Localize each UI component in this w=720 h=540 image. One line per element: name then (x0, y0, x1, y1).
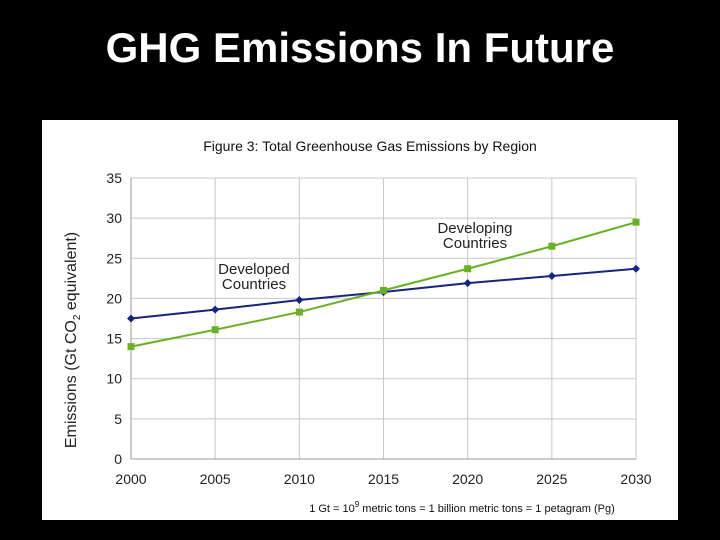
data-point-developing-countries-2030 (632, 218, 640, 226)
data-point-developed-countries-2000 (127, 314, 135, 323)
x-tick-label-2010: 2010 (284, 471, 315, 487)
y-axis-label: Emissions (Gt CO2 equivalent) (63, 232, 83, 448)
data-point-developing-countries-2015 (380, 286, 387, 294)
y-tick-label-5: 5 (114, 411, 122, 427)
x-tick-label-2020: 2020 (452, 471, 483, 487)
slide-title: GHG Emissions In Future (105, 24, 615, 71)
y-axis-label-main: Emissions (Gt CO (63, 320, 80, 448)
data-point-developing-countries-2025 (548, 242, 556, 250)
x-tick-label-2005: 2005 (200, 471, 231, 487)
data-point-developed-countries-2030 (632, 264, 640, 273)
chart-panel: Figure 3: Total Greenhouse Gas Emissions… (42, 120, 678, 520)
y-tick-label-20: 20 (106, 290, 122, 306)
data-point-developing-countries-2020 (464, 265, 472, 273)
y-tick-label-35: 35 (106, 170, 122, 186)
data-point-developed-countries-2005 (211, 305, 220, 314)
data-point-developed-countries-2020 (463, 279, 472, 288)
x-tick-label-2000: 2000 (115, 471, 146, 487)
gridlines (130, 177, 637, 460)
y-tick-label-10: 10 (106, 371, 122, 387)
x-tick-label-2015: 2015 (368, 471, 399, 487)
y-axis-label-subscript: 2 (72, 314, 83, 320)
line-chart: Figure 3: Total Greenhouse Gas Emissions… (63, 138, 652, 515)
x-tick-label-2030: 2030 (620, 471, 651, 487)
footnote-superscript: 9 (355, 500, 360, 509)
series (127, 218, 640, 351)
series-label-developing-countries-line-1: Developing (437, 220, 512, 237)
y-axis-label-end: equivalent) (63, 232, 80, 315)
footnote-main: 1 Gt = 10 (309, 503, 355, 515)
series-label-developed-countries-line-2: Countries (222, 276, 286, 293)
data-point-developing-countries-2010 (295, 308, 303, 316)
series-label-developing-countries-line-2: Countries (443, 235, 507, 252)
footnote: 1 Gt = 109 metric tons = 1 billion metri… (309, 500, 615, 515)
data-point-developing-countries-2005 (211, 326, 219, 334)
footnote-end: metric tons = 1 billion metric tons = 1 … (359, 503, 615, 515)
x-tick-label-2025: 2025 (536, 471, 567, 487)
chart-title: Figure 3: Total Greenhouse Gas Emissions… (203, 138, 537, 154)
data-point-developing-countries-2000 (127, 343, 135, 351)
data-point-developed-countries-2025 (547, 271, 556, 280)
y-tick-label-25: 25 (106, 250, 122, 266)
y-tick-label-15: 15 (106, 331, 122, 347)
data-point-developed-countries-2010 (295, 296, 304, 305)
series-label-developed-countries-line-1: Developed (218, 261, 290, 278)
y-tick-label-0: 0 (114, 451, 122, 467)
y-tick-label-30: 30 (106, 210, 122, 226)
